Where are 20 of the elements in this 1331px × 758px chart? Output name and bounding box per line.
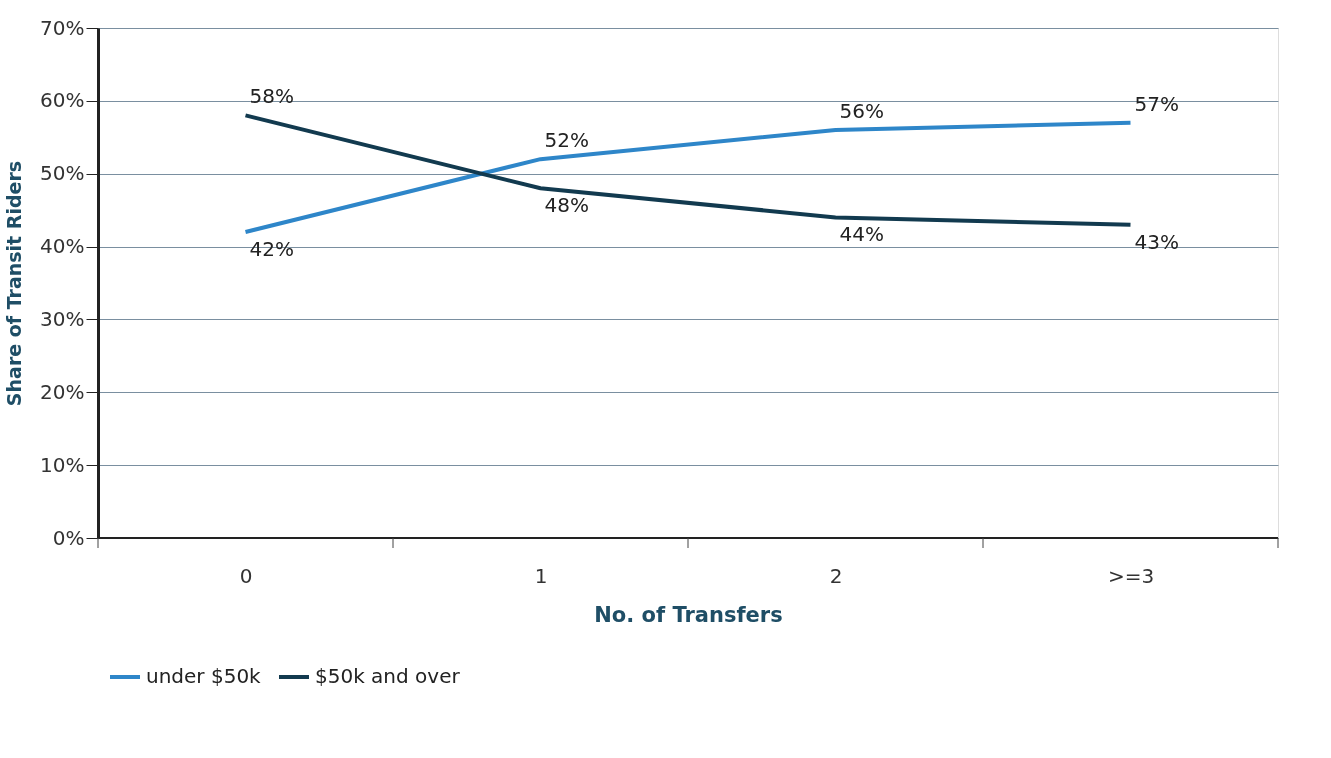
data-label: 52% (544, 128, 589, 153)
data-label: 56% (839, 99, 884, 123)
y-tick-label: 50% (40, 161, 85, 186)
legend-label: $50k and over (315, 664, 461, 688)
x-tick-label: >=3 (1107, 563, 1155, 588)
y-axis-title: Share of Transit Riders (3, 160, 26, 407)
y-tick-label: 70% (40, 15, 85, 40)
y-tick-label: 10% (40, 452, 85, 477)
y-tick-label: 40% (40, 234, 85, 259)
data-label: 44% (839, 222, 884, 247)
x-tick-label: 0 (239, 563, 253, 588)
y-tick-label: 30% (40, 306, 85, 331)
y-tick-label: 60% (40, 88, 85, 113)
y-tick-label: 20% (40, 379, 85, 404)
x-axis-title: No. of Transfers (594, 602, 783, 627)
data-label: 48% (544, 193, 589, 218)
x-tick-label: 2 (829, 563, 843, 588)
legend-label: under $50k (146, 664, 262, 688)
y-tick-label: 0% (52, 525, 85, 550)
x-tick-label: 1 (534, 563, 548, 588)
